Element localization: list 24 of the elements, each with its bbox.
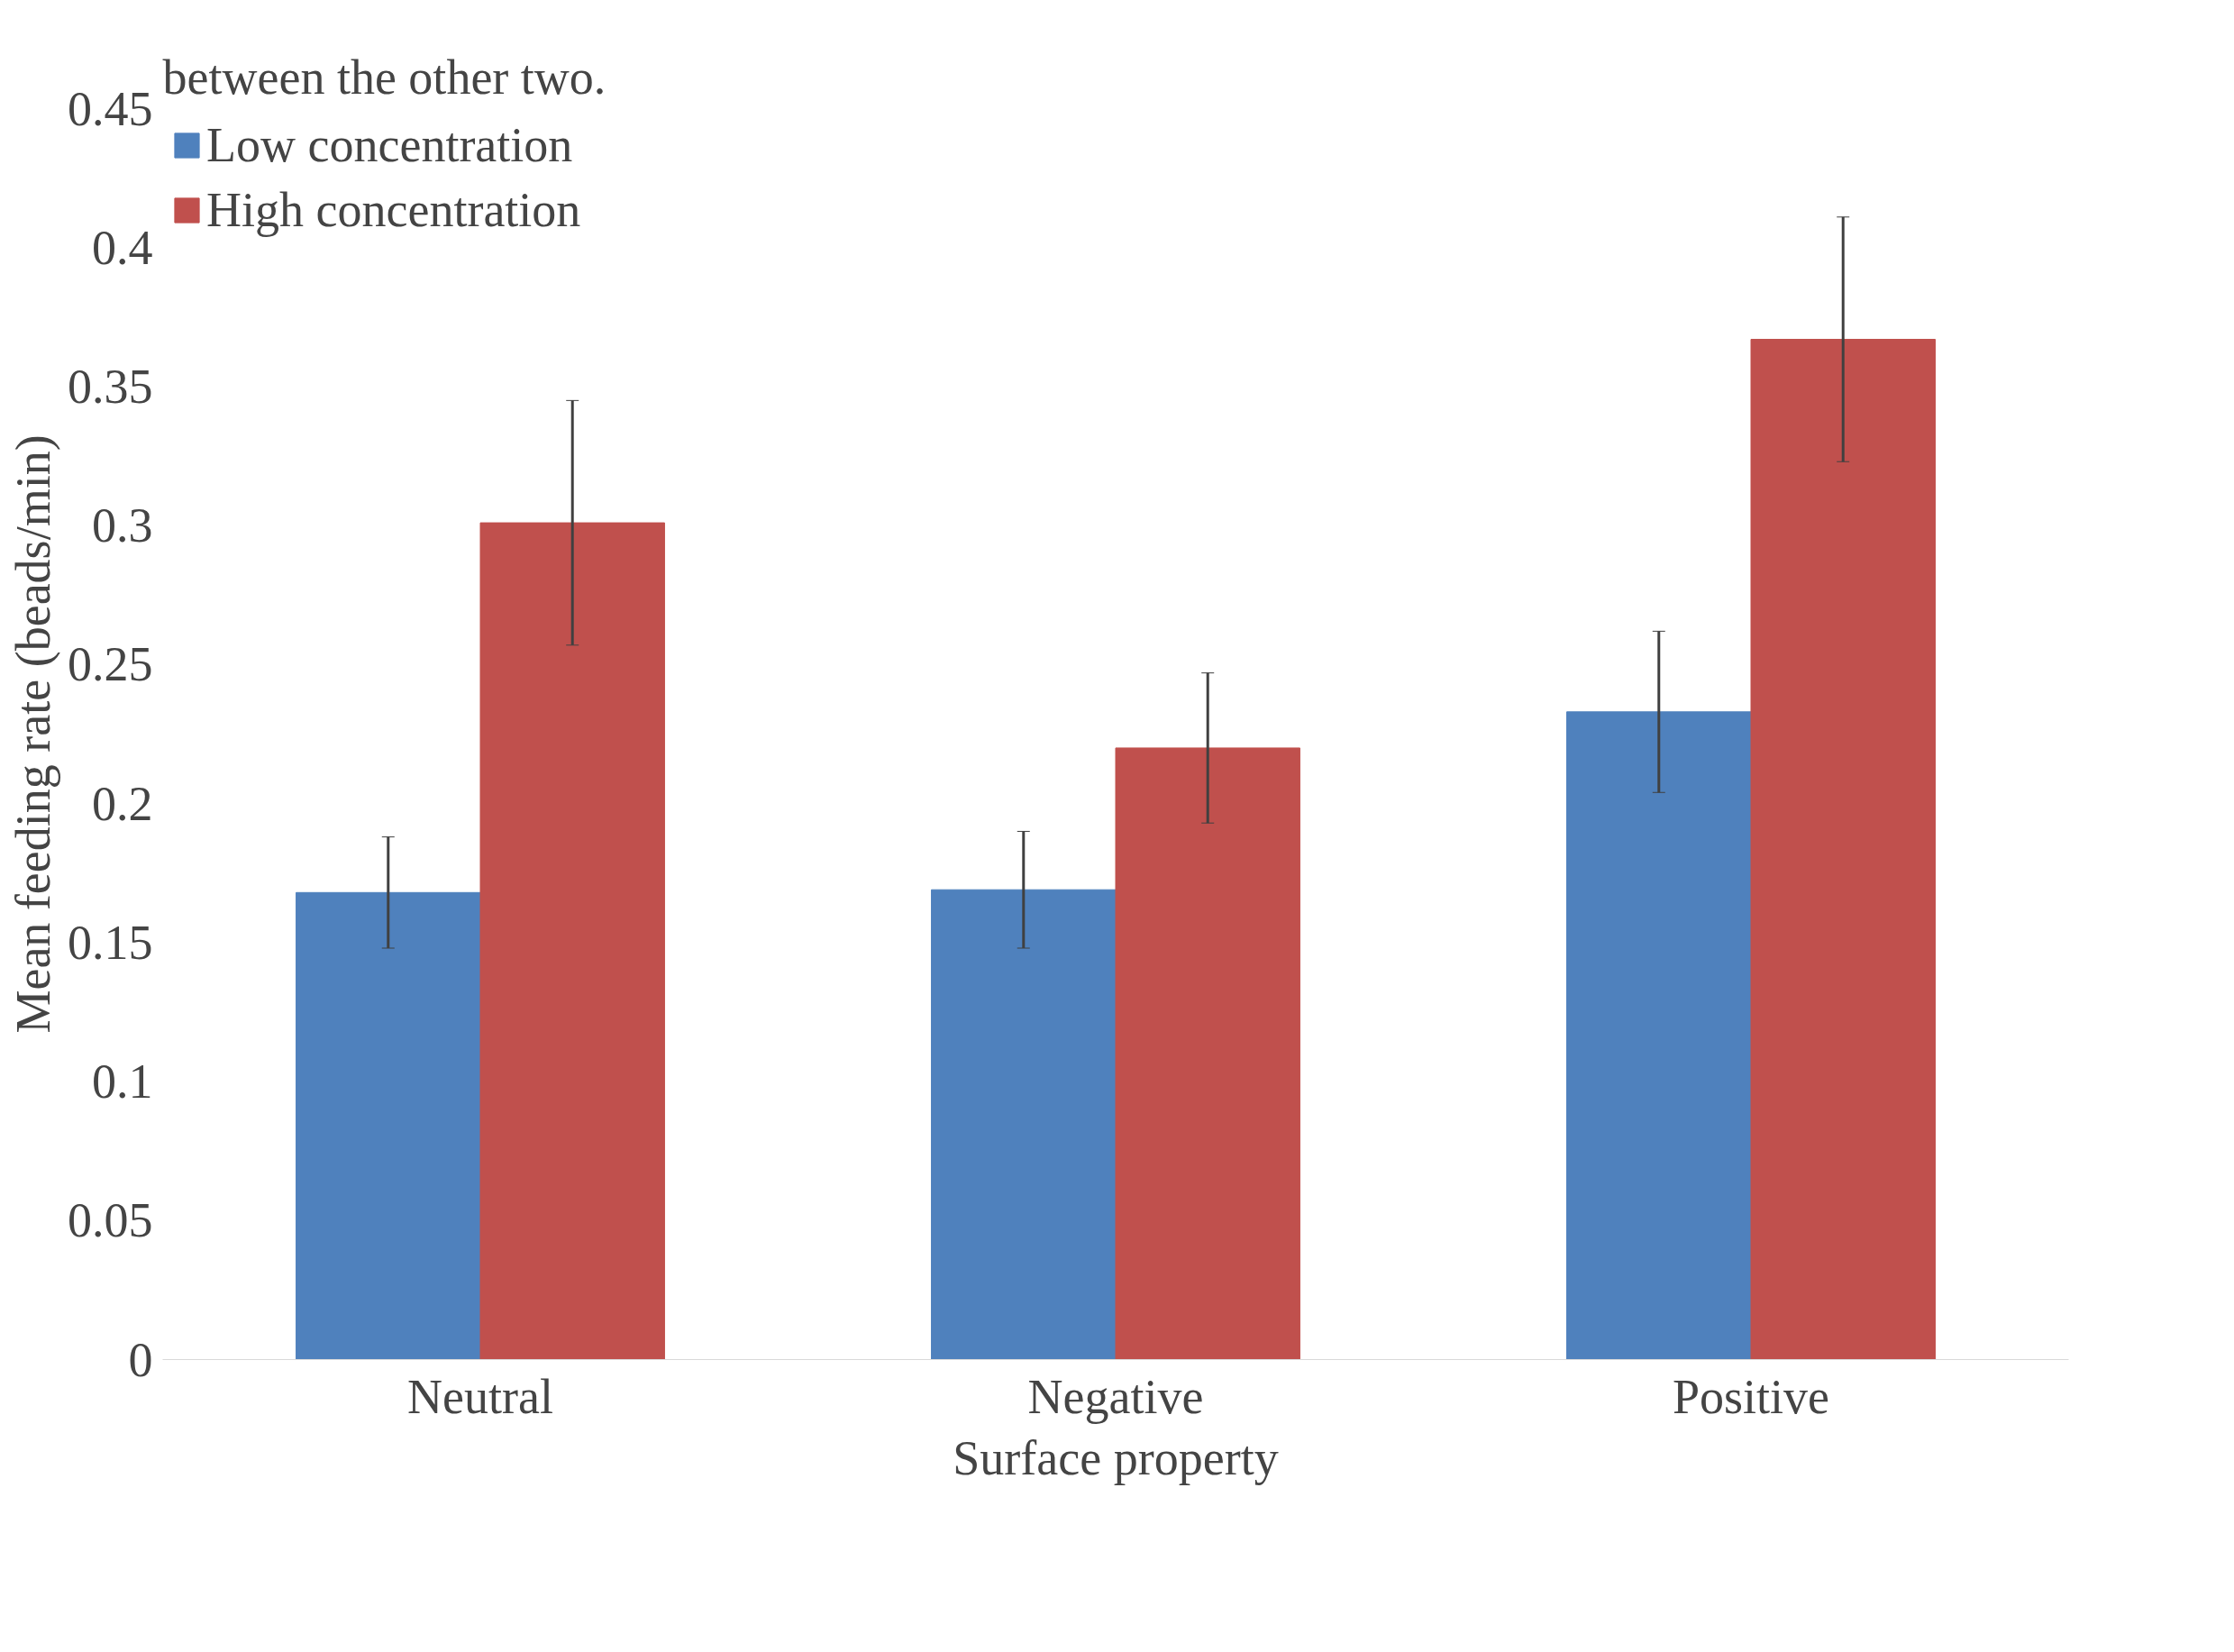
y-tick-label: 0.45 bbox=[68, 81, 153, 136]
x-tick-label: Positive bbox=[1672, 1369, 1830, 1424]
x-tick-label: Neutral bbox=[407, 1369, 553, 1424]
bar bbox=[296, 891, 481, 1360]
y-tick-label: 0 bbox=[128, 1332, 153, 1387]
legend-label: High concentration bbox=[206, 182, 581, 238]
bar bbox=[931, 889, 1117, 1360]
y-tick-label: 0.1 bbox=[92, 1054, 153, 1109]
y-tick-label: 0.15 bbox=[68, 915, 153, 970]
y-tick-label: 0.05 bbox=[68, 1193, 153, 1248]
y-tick-label: 0.3 bbox=[92, 498, 153, 553]
bar bbox=[1750, 339, 1936, 1360]
y-tick-label: 0.25 bbox=[68, 637, 153, 692]
y-tick-label: 0.4 bbox=[92, 220, 153, 275]
y-tick-label: 0.2 bbox=[92, 776, 153, 831]
x-axis-title: Surface property bbox=[953, 1430, 1279, 1485]
y-axis-title: Mean feeding rate (beads/min) bbox=[6, 434, 60, 1034]
bar bbox=[1566, 711, 1752, 1360]
x-tick-label: Negative bbox=[1027, 1369, 1204, 1424]
bar bbox=[479, 522, 665, 1360]
y-tick-label: 0.35 bbox=[68, 359, 153, 414]
text: between the other two. bbox=[162, 50, 606, 105]
legend-label: Low concentration bbox=[206, 117, 573, 173]
bar bbox=[1115, 747, 1300, 1360]
